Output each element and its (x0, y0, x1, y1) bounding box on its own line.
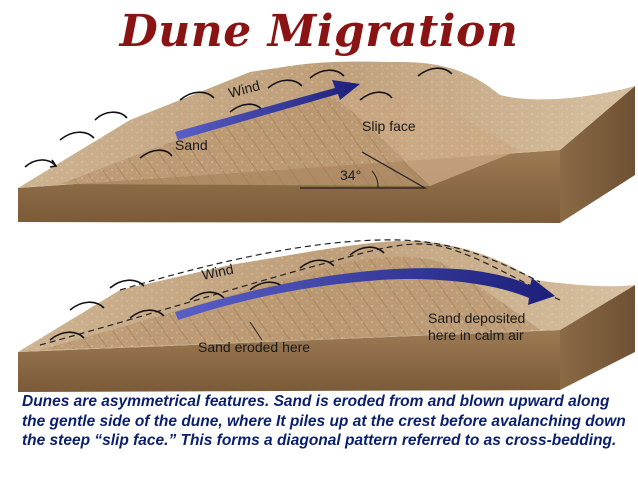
bottom-wind-arrow (175, 268, 555, 320)
angle-label: 34° (340, 167, 361, 183)
top-wind-swirls (24, 67, 453, 168)
top-wind-arrow (175, 80, 360, 140)
sand-eroded-label: Sand eroded here (198, 339, 310, 355)
caption-text: Dunes are asymmetrical features. Sand is… (22, 393, 626, 449)
sand-deposited-label-2: here in calm air (428, 327, 524, 343)
top-sand-label: Sand (175, 137, 208, 153)
bottom-dune-block (18, 239, 635, 392)
page-title: Dune Migration (119, 6, 519, 57)
bottom-wind-label: Wind (200, 261, 235, 283)
slip-face-label: Slip face (362, 118, 416, 134)
top-dune-block (18, 61, 635, 223)
sand-deposited-label-1: Sand deposited (428, 310, 525, 326)
top-wind-label: Wind (227, 77, 262, 101)
